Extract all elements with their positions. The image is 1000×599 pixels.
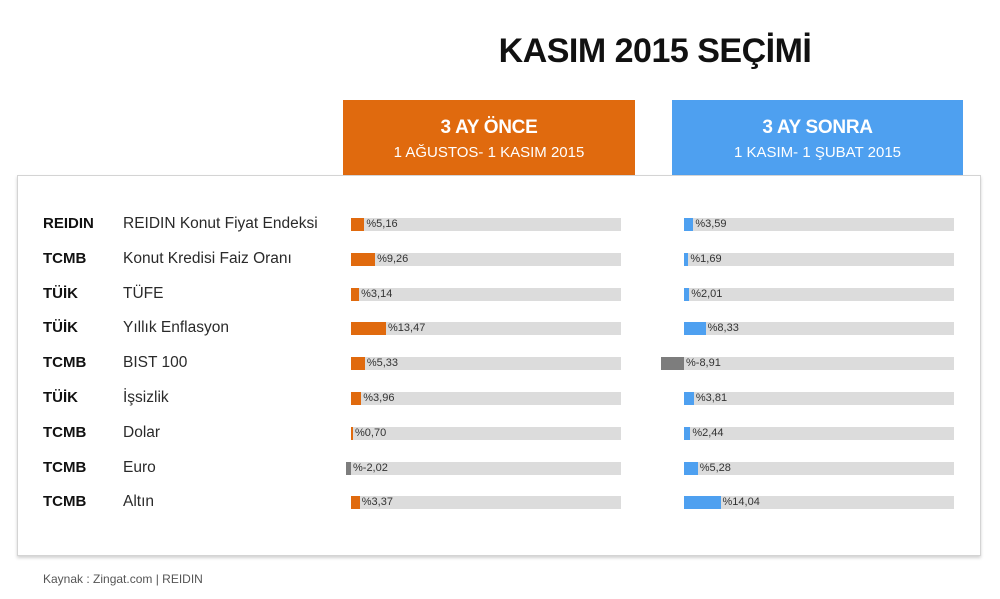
value-label-before: %5,16 <box>366 218 398 230</box>
chart-title: KASIM 2015 SEÇİMİ <box>498 32 812 70</box>
value-label-after: %3,81 <box>695 392 728 404</box>
bar-track-after <box>684 288 954 301</box>
bar-track-before <box>351 288 621 301</box>
row-indicator-label: BIST 100 <box>123 354 188 371</box>
value-label-after: %2,01 <box>691 288 723 300</box>
bar-track-after <box>684 427 954 440</box>
value-label-before: %5,33 <box>366 357 399 369</box>
bar-after <box>684 253 689 266</box>
bar-after <box>660 357 684 370</box>
row-source-label: TÜİK <box>43 319 78 336</box>
bar-before <box>351 427 353 440</box>
value-label-before: %0,70 <box>355 427 387 439</box>
bar-after <box>684 427 691 440</box>
value-label-before: %9,26 <box>377 253 409 265</box>
column-subtitle-before: 1 AĞUSTOS- 1 KASIM 2015 <box>393 144 585 161</box>
row-source-label: TCMB <box>43 354 87 371</box>
row-indicator-label: TÜFE <box>123 285 164 302</box>
row-indicator-label: Euro <box>123 459 156 476</box>
row-indicator-label: Dolar <box>123 424 161 441</box>
value-label-before: %3,37 <box>361 496 393 508</box>
column-header-after: 3 AY SONRA 1 KASIM- 1 ŞUBAT 2015 <box>672 100 963 176</box>
row-indicator-label: REIDIN Konut Fiyat Endeksi <box>123 215 318 232</box>
row-indicator-label: Yıllık Enflasyon <box>123 319 229 336</box>
source-footer: Kaynak : Zingat.com | REIDIN <box>43 572 203 586</box>
bar-track-before <box>351 427 621 440</box>
bar-track-after <box>684 253 954 266</box>
bar-track-after <box>684 496 954 509</box>
bar-after <box>684 496 721 509</box>
bar-after <box>684 322 706 335</box>
row-source-label: TÜİK <box>43 285 78 302</box>
bar-track-before <box>351 253 621 266</box>
value-label-after: %2,44 <box>692 427 724 439</box>
bar-track-after <box>684 218 954 231</box>
bar-track-before <box>351 392 621 405</box>
bar-track-before <box>351 218 621 231</box>
value-label-before: %3,96 <box>363 392 395 404</box>
column-subtitle-after: 1 KASIM- 1 ŞUBAT 2015 <box>733 144 902 161</box>
bar-before <box>351 392 362 405</box>
value-label-after: %3,59 <box>695 218 727 230</box>
bar-track-before <box>351 496 621 509</box>
value-label-before: %3,14 <box>361 288 393 300</box>
column-header-before: 3 AY ÖNCE 1 AĞUSTOS- 1 KASIM 2015 <box>343 100 635 176</box>
bar-track-before <box>351 462 621 475</box>
value-label-after: %5,28 <box>699 462 731 474</box>
bar-after <box>684 218 694 231</box>
value-label-after: %8,33 <box>707 322 739 334</box>
row-source-label: TCMB <box>43 459 87 476</box>
row-indicator-label: Altın <box>123 493 155 510</box>
bar-track-after <box>684 462 954 475</box>
bar-before <box>351 496 360 509</box>
bar-before <box>351 288 360 301</box>
bar-after <box>684 392 694 405</box>
bar-before <box>351 357 365 370</box>
value-label-before: %13,47 <box>388 322 426 334</box>
value-label-after: %14,04 <box>722 496 760 508</box>
row-indicator-label: İşsizlik <box>123 389 169 406</box>
row-source-label: TCMB <box>43 424 87 441</box>
row-source-label: TÜİK <box>43 389 78 406</box>
bar-track-after <box>684 392 954 405</box>
bar-after <box>684 288 690 301</box>
bar-track-before <box>351 322 621 335</box>
row-source-label: REIDIN <box>43 215 94 232</box>
value-label-after: %-8,91 <box>686 357 721 369</box>
bar-before <box>351 253 376 266</box>
bar-track-after <box>684 322 954 335</box>
bar-before <box>351 322 387 335</box>
bar-track-after <box>684 357 954 370</box>
bar-before <box>345 462 351 475</box>
column-title-before: 3 AY ÖNCE <box>440 117 538 138</box>
row-indicator-label: Konut Kredisi Faiz Oranı <box>123 250 292 267</box>
bar-track-before <box>351 357 621 370</box>
value-label-before: %-2,02 <box>353 462 388 474</box>
row-source-label: TCMB <box>43 493 87 510</box>
column-title-after: 3 AY SONRA <box>762 117 873 138</box>
row-source-label: TCMB <box>43 250 87 267</box>
value-label-after: %1,69 <box>690 253 722 265</box>
bar-after <box>684 462 698 475</box>
bar-before <box>351 218 365 231</box>
